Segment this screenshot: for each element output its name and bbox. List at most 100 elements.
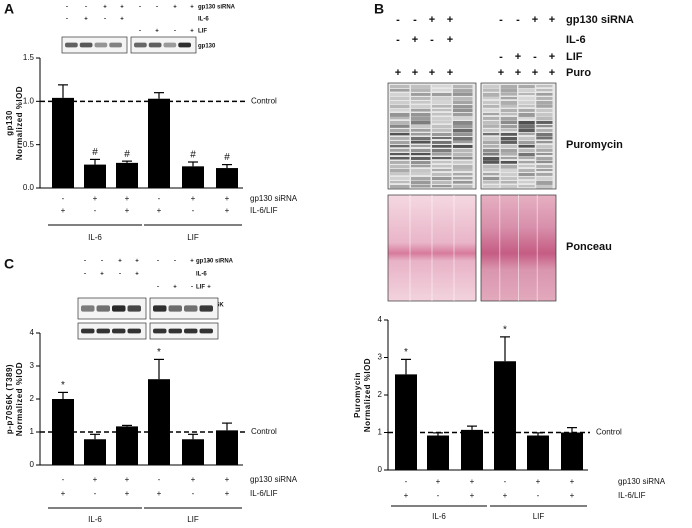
y-tick-label: 0: [378, 465, 383, 474]
bar: [216, 168, 238, 188]
blot-band: [411, 97, 431, 100]
blot-band: [518, 149, 535, 153]
blot-sign: +: [155, 29, 159, 35]
blot-band: [411, 125, 431, 129]
blot-band: [536, 125, 553, 128]
blot-band: [390, 185, 410, 189]
blot-sign: -: [157, 285, 159, 291]
reference-label: Control: [596, 428, 622, 437]
bar-annotation: *: [157, 347, 161, 358]
blot-band: [390, 153, 410, 156]
blot-band: [536, 85, 553, 88]
condition-sign: +: [503, 491, 508, 500]
blot-band: [411, 113, 431, 117]
y-tick-label: 0: [30, 460, 35, 469]
blot-band: [390, 109, 410, 112]
blot-band: [453, 89, 473, 93]
blot-band: [483, 93, 500, 97]
blot-band: [518, 145, 535, 148]
condition-sign: +: [61, 206, 66, 215]
blot-band: [432, 141, 452, 144]
blot-band: [65, 42, 78, 48]
blot-sign: +: [190, 5, 194, 11]
condition-sign: -: [504, 477, 507, 486]
blot-band: [432, 101, 452, 104]
bar: [148, 379, 170, 465]
y-axis-label: p-p70S6K (T389): [5, 364, 14, 434]
blot-sign: -: [174, 259, 176, 265]
blot-band: [500, 181, 517, 184]
blot-band: [518, 93, 535, 96]
blot-band: [112, 328, 126, 334]
blot-band: [453, 101, 473, 104]
blot-band: [500, 105, 517, 108]
blot-band: [96, 328, 110, 334]
blot-sign: +: [549, 14, 555, 26]
blot-band: [500, 161, 517, 164]
blot-band: [500, 185, 517, 189]
condition-sign: -: [62, 475, 65, 484]
blot-band: [500, 153, 517, 156]
blot-band: [432, 93, 452, 97]
blot-sign: +: [447, 14, 453, 26]
condition-sign: +: [225, 206, 230, 215]
blot-sign: +: [447, 67, 453, 79]
blot-sign: +: [190, 259, 194, 265]
blot-sign: +: [515, 51, 521, 63]
blot-sign: -: [85, 5, 87, 11]
blot-band: [536, 129, 553, 132]
blot-band: [536, 121, 553, 124]
blot-band: [390, 157, 410, 160]
blot-sign: +: [100, 272, 104, 278]
blot-band: [453, 137, 473, 141]
blot-sign: -: [119, 272, 121, 278]
y-tick-label: 2: [30, 394, 35, 403]
blot-band: [483, 185, 500, 188]
blot-row-name: IL-6: [198, 17, 209, 23]
bar: [216, 430, 238, 465]
bar-annotation: #: [190, 150, 196, 161]
blot-band: [432, 145, 452, 148]
condition-sign: +: [225, 475, 230, 484]
blot-band: [483, 121, 500, 125]
condition-sign: +: [125, 489, 130, 498]
blot-band: [500, 117, 517, 121]
condition-sign: +: [436, 477, 441, 486]
blot-row-name: LIF: [196, 285, 205, 291]
blot-band: [483, 145, 500, 148]
blot-band: [432, 129, 452, 132]
blot-band-label: gp130: [198, 44, 216, 50]
group-label: LIF: [187, 233, 199, 242]
blot-band: [518, 89, 535, 92]
condition-sign: +: [125, 475, 130, 484]
blot-band: [390, 89, 410, 92]
blot-band: [483, 129, 500, 132]
panel-label: A: [4, 1, 14, 17]
blot-band: [483, 105, 500, 108]
reference-label: Control: [251, 427, 277, 436]
blot-band: [483, 109, 500, 112]
blot-band: [390, 145, 410, 148]
blot-band: [518, 101, 535, 105]
blot-band: [536, 173, 553, 176]
blot-band: [390, 137, 410, 140]
condition-sign: -: [94, 206, 97, 215]
condition-sign: +: [157, 489, 162, 498]
y-tick-label: 1: [378, 428, 383, 437]
blot-band: [390, 129, 410, 133]
blot-band: [432, 185, 452, 188]
blot-band: [536, 153, 553, 156]
blot-sign: +: [120, 5, 124, 11]
group-label: IL-6: [88, 515, 102, 524]
blot-row-name: gp130 siRNA: [198, 5, 236, 11]
blot-frame: [387, 82, 477, 190]
blot-band: [536, 113, 553, 117]
blot-band: [536, 161, 553, 164]
blot-band: [453, 141, 473, 144]
blot-band: [432, 89, 452, 92]
blot-sign: +: [429, 67, 435, 79]
blot-band: [411, 185, 431, 188]
condition-sign: -: [192, 489, 195, 498]
blot-band: [453, 129, 473, 133]
